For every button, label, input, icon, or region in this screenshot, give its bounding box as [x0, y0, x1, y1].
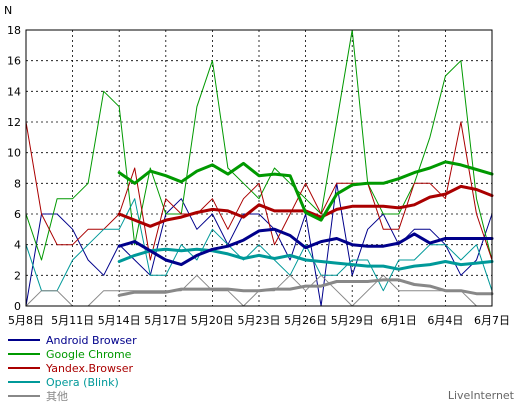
x-tick-label: 5月8日 — [8, 314, 44, 327]
x-tick-label: 5月29日 — [331, 314, 374, 327]
x-tick-label: 5月26日 — [284, 314, 327, 327]
x-tick-label: 5月23日 — [238, 314, 281, 327]
x-tick-label: 5月11日 — [51, 314, 94, 327]
average-line-other — [117, 278, 494, 297]
y-axis-label: N — [4, 4, 12, 17]
legend-label: Android Browser — [46, 334, 137, 347]
x-axis-ticks: 5月8日 5月11日 5月14日 5月17日 5月20日 5月23日 5月26日 5月29日 6… — [8, 314, 510, 327]
x-tick-label: 6月1日 — [381, 314, 417, 327]
y-axis-ticks: 0 2 4 6 8 10 12 14 16 18 — [7, 24, 21, 313]
daily-line-opera-blink — [25, 198, 493, 292]
y-tick-label: 4 — [14, 239, 21, 252]
average-line-android-browser — [117, 227, 494, 267]
y-tick-label: 0 — [14, 300, 21, 313]
legend-label: Google Chrome — [46, 348, 132, 361]
y-tick-label: 18 — [7, 24, 21, 37]
legend-label: 其他 — [46, 390, 68, 403]
x-tick-label: 5月14日 — [98, 314, 141, 327]
daily-lines — [25, 29, 493, 307]
average-lines — [117, 160, 494, 297]
y-tick-label: 14 — [7, 85, 21, 98]
y-tick-label: 2 — [14, 269, 21, 282]
y-tick-label: 12 — [7, 116, 21, 129]
daily-line-android-browser — [25, 182, 493, 307]
plot-frame — [25, 29, 493, 307]
y-tick-label: 16 — [7, 55, 21, 68]
average-line-google-chrome — [117, 160, 494, 222]
x-tick-label: 5月17日 — [144, 314, 187, 327]
x-tick-label: 5月20日 — [191, 314, 234, 327]
x-tick-label: 6月7日 — [474, 314, 510, 327]
legend-label: Yandex.Browser — [45, 362, 134, 375]
legend-label: Opera (Blink) — [46, 376, 119, 389]
average-line-opera-blink — [117, 247, 494, 271]
x-tick-label: 6月4日 — [427, 314, 463, 327]
brand-label: LiveInternet — [448, 389, 515, 402]
y-tick-label: 6 — [14, 208, 21, 221]
y-tick-label: 10 — [7, 147, 21, 160]
y-tick-label: 8 — [14, 177, 21, 190]
